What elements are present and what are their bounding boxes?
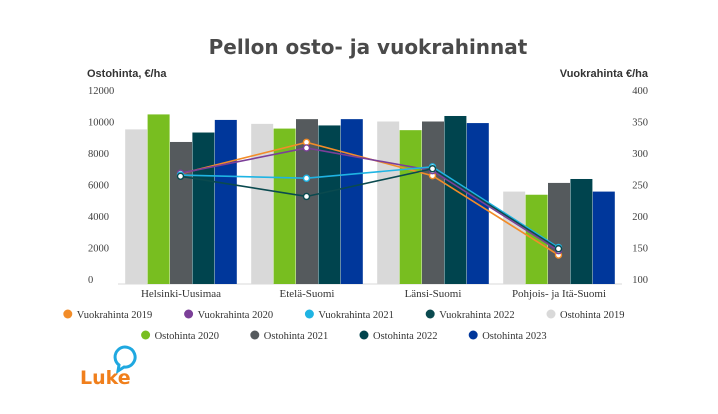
y-tick-label: 4000 xyxy=(88,212,109,223)
legend-item: Vuokrahinta 2022 xyxy=(425,309,515,321)
series-point xyxy=(554,245,563,253)
legend-label: Ostohinta 2023 xyxy=(482,331,546,342)
bar xyxy=(422,121,444,284)
category-label: Helsinki-Uusimaa xyxy=(141,288,221,300)
y2-axis-ticks: 100 150 200 250 300 350 400 xyxy=(632,86,648,286)
chart-title: Pellon osto- ja vuokrahinnat xyxy=(209,35,528,59)
y2-tick-label: 250 xyxy=(632,181,648,192)
bar xyxy=(147,114,170,284)
y2-tick-label: 200 xyxy=(632,212,648,223)
series-point xyxy=(428,165,437,173)
series-point xyxy=(176,172,185,181)
logo-text: Luke xyxy=(80,367,131,389)
bar xyxy=(296,119,318,284)
bar xyxy=(170,141,192,284)
y-tick-label: 6000 xyxy=(88,181,109,192)
legend-label: Vuokrahinta 2022 xyxy=(439,310,514,321)
bar xyxy=(125,129,148,284)
legend: Vuokrahinta 2019 Vuokrahinta 2020 Vuokrahi… xyxy=(63,309,624,342)
y-tick-label: 12000 xyxy=(88,86,114,97)
legend-label: Vuokrahinta 2020 xyxy=(198,310,273,321)
category-label: Pohjois- ja Itä-Suomi xyxy=(512,288,606,300)
y-tick-label: 0 xyxy=(88,275,93,286)
y2-tick-label: 150 xyxy=(632,244,648,255)
series-point xyxy=(302,192,311,201)
legend-label: Ostohinta 2019 xyxy=(560,310,624,321)
y-tick-label: 10000 xyxy=(88,118,114,129)
bar xyxy=(444,115,467,284)
y-axis-title: Ostohinta, €/ha xyxy=(87,68,167,80)
series-line xyxy=(180,147,559,252)
y-axis-ticks: 0 2000 4000 6000 8000 10000 12000 xyxy=(88,86,114,286)
legend-marker xyxy=(359,330,369,340)
legend-marker xyxy=(63,309,73,319)
legend-label: Vuokrahinta 2021 xyxy=(318,310,393,321)
speech-bubble-icon xyxy=(113,345,137,375)
series-line xyxy=(180,167,559,250)
legend-item: Ostohinta 2023 xyxy=(468,330,547,342)
y2-tick-label: 350 xyxy=(632,118,648,129)
bar xyxy=(273,128,296,284)
bar xyxy=(192,132,215,284)
legend-marker xyxy=(546,309,556,319)
bar xyxy=(214,119,237,284)
legend-marker xyxy=(425,309,435,319)
series-line xyxy=(180,166,559,249)
category-labels: Helsinki-Uusimaa Etelä-Suomi Länsi-Suomi Po… xyxy=(141,288,606,300)
legend-item: Vuokrahinta 2020 xyxy=(184,309,273,321)
legend-item: Vuokrahinta 2021 xyxy=(304,309,394,321)
legend-item: Vuokrahinta 2019 xyxy=(63,309,152,321)
y2-tick-label: 100 xyxy=(632,275,648,286)
y2-tick-label: 400 xyxy=(632,86,648,97)
series-point xyxy=(302,174,311,182)
legend-marker xyxy=(250,330,260,340)
y-tick-label: 8000 xyxy=(88,149,109,160)
y2-tick-label: 300 xyxy=(632,149,648,160)
legend-label: Ostohinta 2020 xyxy=(155,331,219,342)
bars xyxy=(125,114,615,284)
legend-marker xyxy=(304,309,314,319)
bar xyxy=(548,182,570,284)
lines xyxy=(176,138,563,259)
legend-marker xyxy=(468,330,478,340)
category-label: Länsi-Suomi xyxy=(405,288,462,300)
legend-marker xyxy=(141,330,151,340)
legend-item: Ostohinta 2021 xyxy=(250,330,328,342)
legend-label: Vuokrahinta 2019 xyxy=(77,310,152,321)
luke-logo: Luke xyxy=(80,345,137,389)
bar xyxy=(525,194,548,284)
bar xyxy=(377,121,400,284)
legend-marker xyxy=(184,309,194,319)
legend-label: Ostohinta 2022 xyxy=(373,331,437,342)
y-tick-label: 2000 xyxy=(88,244,109,255)
bar xyxy=(570,178,593,284)
legend-item: Ostohinta 2020 xyxy=(141,330,219,342)
bar xyxy=(399,130,422,284)
category-label: Etelä-Suomi xyxy=(280,288,335,300)
bar xyxy=(503,191,526,284)
bar xyxy=(592,191,615,284)
bar xyxy=(340,119,363,284)
legend-label: Ostohinta 2021 xyxy=(264,331,328,342)
legend-item: Ostohinta 2022 xyxy=(359,330,437,342)
series-point xyxy=(302,144,311,152)
y2-axis-title: Vuokrahinta €/ha xyxy=(560,68,649,80)
legend-item: Ostohinta 2019 xyxy=(546,309,624,321)
bar xyxy=(251,123,274,284)
bar xyxy=(318,125,341,284)
